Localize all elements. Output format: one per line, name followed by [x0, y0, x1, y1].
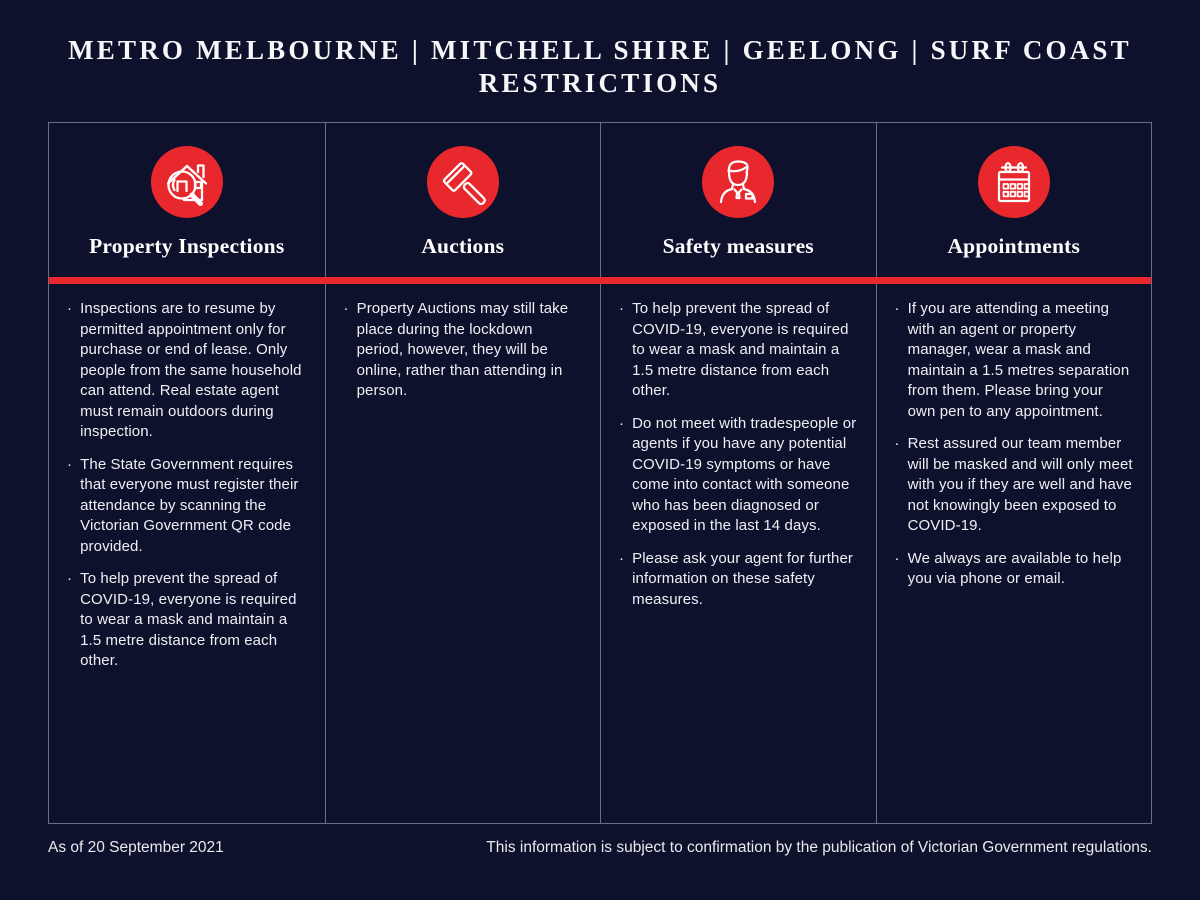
bullet-item: · The State Government requires that eve…: [67, 455, 307, 558]
bullet-dot: ·: [894, 435, 900, 452]
bullet-item: · Please ask your agent for further info…: [619, 549, 858, 611]
bullet-text: We always are available to help you via …: [907, 549, 1122, 588]
bullet-item: · Property Auctions may still take place…: [344, 299, 583, 402]
page-title-line2: RESTRICTIONS: [478, 68, 722, 98]
gavel-icon: [426, 146, 499, 218]
bullet-text: Property Auctions may still take place d…: [356, 300, 569, 399]
column-heading: Safety measures: [662, 234, 814, 258]
column-auctions: Auctions · Property Auctions may still t…: [324, 123, 601, 823]
column-header: Safety measures: [601, 123, 876, 277]
agent-person-icon: [702, 146, 775, 218]
bullet-dot: ·: [894, 549, 900, 567]
column-header: Appointments: [877, 123, 1152, 277]
house-search-icon: [150, 146, 223, 218]
bullet-dot: ·: [619, 300, 625, 317]
as-of-date: As of 20 September 2021: [48, 839, 224, 856]
column-body: · Property Auctions may still take place…: [326, 277, 601, 402]
disclaimer-text: This information is subject to confirmat…: [486, 839, 1152, 856]
bullet-item: · To help prevent the spread of COVID-19…: [67, 569, 307, 672]
bullet-item: · If you are attending a meeting with an…: [895, 299, 1134, 422]
bullet-dot: ·: [619, 549, 625, 567]
bullet-dot: ·: [619, 414, 625, 432]
restrictions-table: Property Inspections · Inspections are t…: [48, 122, 1152, 824]
bullet-dot: ·: [343, 300, 349, 317]
column-property-inspections: Property Inspections · Inspections are t…: [49, 123, 325, 823]
bullet-text: Please ask your agent for further inform…: [632, 549, 854, 608]
bullet-text: Do not meet with tradespeople or agents …: [632, 414, 857, 535]
bullet-text: Inspections are to resume by permitted a…: [80, 300, 302, 440]
bullet-text: The State Government requires that every…: [80, 455, 299, 555]
bullet-text: To help prevent the spread of COVID-19, …: [632, 300, 849, 399]
column-body: · Inspections are to resume by permitted…: [49, 277, 325, 672]
calendar-icon: [977, 146, 1050, 218]
bullet-text: To help prevent the spread of COVID-19, …: [80, 570, 297, 669]
page-title-line1: METRO MELBOURNE | MITCHELL SHIRE | GEELO…: [68, 35, 1132, 65]
column-header: Property Inspections: [49, 123, 325, 277]
column-heading: Auctions: [421, 234, 505, 258]
page-title: METRO MELBOURNE | MITCHELL SHIRE | GEELO…: [0, 0, 1200, 100]
bullet-text: Rest assured our team member will be mas…: [907, 435, 1133, 534]
column-safety-measures: Safety measures · To help prevent the sp…: [600, 123, 876, 823]
column-appointments: Appointments · If you are attending a me…: [875, 123, 1152, 823]
column-header: Auctions: [326, 123, 601, 277]
footer: As of 20 September 2021 This information…: [48, 838, 1152, 858]
bullet-text: If you are attending a meeting with an a…: [907, 300, 1130, 420]
bullet-dot: ·: [67, 300, 73, 317]
bullet-dot: ·: [67, 570, 73, 587]
bullet-dot: ·: [67, 455, 73, 473]
bullet-item: · We always are available to help you vi…: [895, 549, 1134, 590]
bullet-item: · Rest assured our team member will be m…: [895, 434, 1134, 537]
column-heading: Property Inspections: [89, 234, 285, 258]
bullet-dot: ·: [894, 300, 900, 317]
column-body: · If you are attending a meeting with an…: [877, 277, 1152, 590]
column-body: · To help prevent the spread of COVID-19…: [601, 277, 876, 610]
bullet-item: · To help prevent the spread of COVID-19…: [619, 299, 858, 402]
bullet-item: · Inspections are to resume by permitted…: [67, 299, 307, 443]
bullet-item: · Do not meet with tradespeople or agent…: [619, 414, 858, 537]
red-divider-rule: [49, 277, 1151, 284]
column-heading: Appointments: [947, 234, 1081, 258]
